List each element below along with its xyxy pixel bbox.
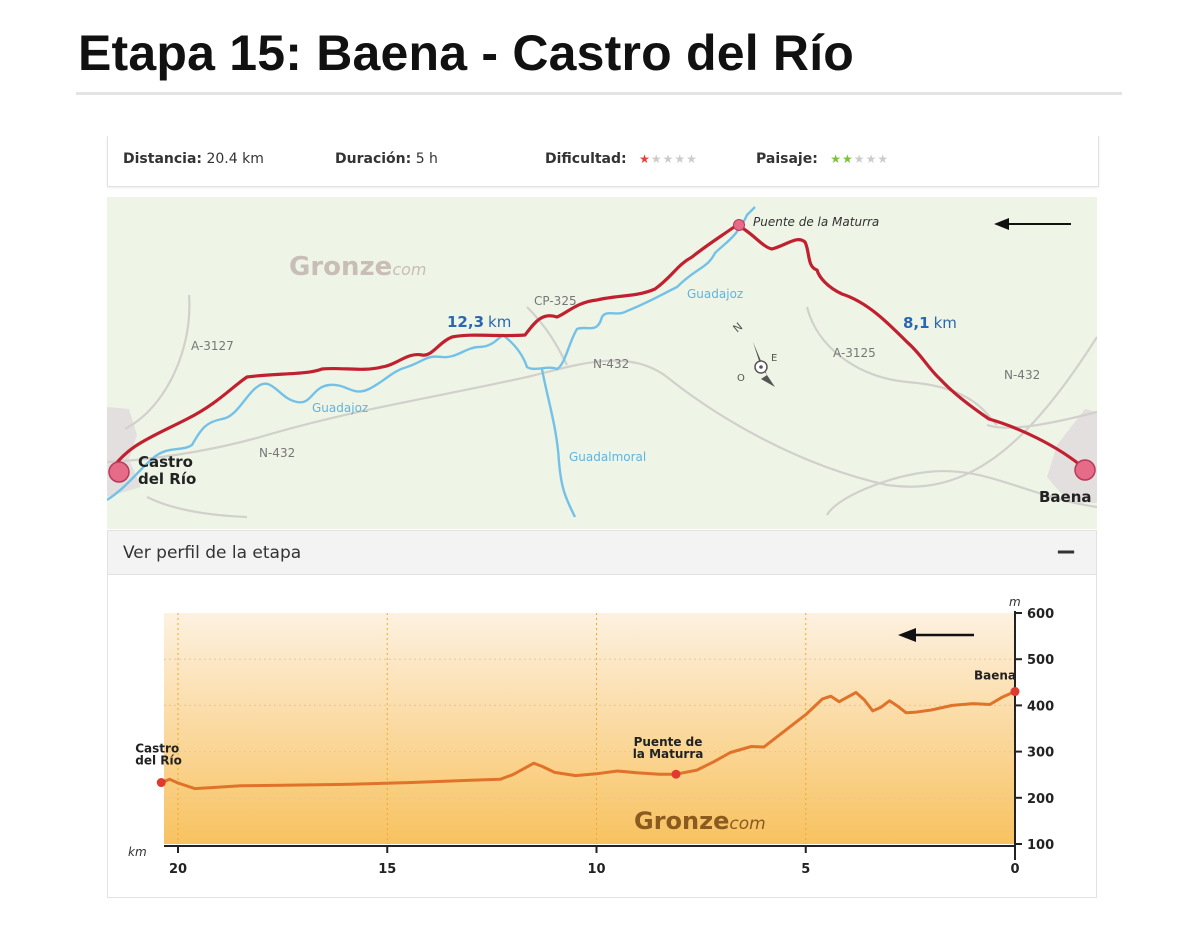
start-town-label: Castro del Río bbox=[138, 453, 196, 488]
map-background bbox=[107, 197, 1097, 529]
waypoint-point-marker bbox=[671, 769, 681, 779]
river-label: Guadajoz bbox=[687, 287, 743, 301]
landscape-info: Paisaje: ★★★★★ bbox=[756, 151, 889, 167]
difficulty-rating: ★★★★★ bbox=[639, 152, 698, 166]
river-label: Guadalmoral bbox=[569, 450, 646, 464]
y-tick-label: 300 bbox=[1027, 746, 1054, 761]
x-tick-label: 10 bbox=[587, 862, 605, 877]
profile-toggle-bar[interactable]: Ver perfil de la etapa − bbox=[107, 530, 1097, 575]
y-tick-label: 500 bbox=[1027, 653, 1054, 668]
end-point-label: Baena bbox=[974, 669, 1016, 683]
route-map-svg: Gronzecom N O E A-3127 CP-325 N-432 N-43… bbox=[107, 197, 1097, 529]
route-line bbox=[108, 223, 1087, 473]
waypoint-label: Puente de la Maturra bbox=[753, 215, 879, 229]
road-label: A-3125 bbox=[833, 346, 876, 360]
collapse-button[interactable]: − bbox=[1055, 537, 1077, 567]
landscape-rating: ★★★★★ bbox=[830, 152, 889, 166]
road-label: CP-325 bbox=[534, 294, 577, 308]
landscape-star-icon: ★ bbox=[853, 152, 866, 166]
start-marker bbox=[108, 461, 130, 483]
segment1-distance: 12,3 km bbox=[447, 313, 511, 331]
y-unit-label: m bbox=[1009, 595, 1021, 609]
chart-brand: Gronzecom bbox=[634, 807, 766, 835]
chart-series bbox=[160, 690, 1016, 791]
landscape-label: Paisaje: bbox=[756, 151, 818, 167]
x-tick-label: 20 bbox=[169, 862, 187, 877]
road-label: A-3127 bbox=[191, 339, 234, 353]
difficulty-label: Dificultad: bbox=[545, 151, 627, 167]
compass-e: E bbox=[771, 353, 777, 364]
title-divider bbox=[76, 92, 1122, 95]
landscape-star-icon: ★ bbox=[877, 152, 890, 166]
x-unit-label: km bbox=[128, 845, 147, 859]
landscape-star-icon: ★ bbox=[865, 152, 878, 166]
x-tick-label: 15 bbox=[378, 862, 396, 877]
distance-value: 20.4 km bbox=[206, 151, 264, 167]
profile-toggle-label: Ver perfil de la etapa bbox=[123, 543, 302, 563]
road-label: N-432 bbox=[1004, 368, 1040, 382]
river-label: Guadajoz bbox=[312, 401, 368, 415]
waypoint-marker bbox=[733, 219, 745, 231]
difficulty-star-icon: ★ bbox=[686, 152, 698, 166]
route-map: Gronzecom N O E A-3127 CP-325 N-432 N-43… bbox=[107, 197, 1097, 529]
chart-annotations: Castro del Río Puente de la Maturra Baena bbox=[135, 669, 1020, 788]
elevation-profile: 600 500 400 300 200 100 m 20 15 10 5 0 km Castro del … bbox=[107, 575, 1097, 898]
chart-plot-background bbox=[164, 613, 1016, 844]
compass-o: O bbox=[737, 373, 745, 384]
distance-label: Distancia: bbox=[123, 151, 203, 167]
profile-direction-arrow-icon bbox=[898, 628, 974, 642]
duration-value: 5 h bbox=[415, 151, 438, 167]
direction-arrow-icon bbox=[994, 218, 1071, 230]
road-label: N-432 bbox=[593, 357, 629, 371]
difficulty-star-icon: ★ bbox=[674, 152, 687, 166]
waypoint-point-label: Puente de la Maturra bbox=[633, 735, 704, 761]
road-label: N-432 bbox=[259, 446, 295, 460]
difficulty-star-icon: ★ bbox=[662, 152, 675, 166]
y-tick-label: 200 bbox=[1027, 792, 1054, 807]
start-point-marker bbox=[156, 778, 166, 788]
map-brand: Gronzecom bbox=[289, 252, 426, 282]
landscape-star-icon: ★ bbox=[830, 152, 843, 166]
end-point-marker bbox=[1010, 687, 1020, 697]
end-marker bbox=[1074, 459, 1096, 481]
landscape-star-icon: ★ bbox=[842, 152, 854, 166]
stage-info-card: Distancia: 20.4 km Duración: 5 h Dificul… bbox=[107, 136, 1099, 187]
difficulty-star-icon: ★ bbox=[650, 152, 663, 166]
x-tick-label: 0 bbox=[1010, 862, 1019, 877]
difficulty-star-icon: ★ bbox=[639, 152, 651, 166]
y-tick-label: 400 bbox=[1027, 699, 1054, 714]
duration-info: Duración: 5 h bbox=[335, 151, 438, 167]
elevation-line bbox=[160, 690, 1016, 791]
y-tick-label: 100 bbox=[1027, 838, 1054, 853]
start-point-label: Castro del Río bbox=[135, 742, 182, 768]
chart-grid bbox=[164, 613, 1015, 844]
end-town-label: Baena bbox=[1039, 488, 1092, 506]
chart-axes: 600 500 400 300 200 100 m 20 15 10 5 0 km bbox=[128, 595, 1054, 877]
duration-label: Duración: bbox=[335, 151, 412, 167]
difficulty-info: Dificultad: ★★★★★ bbox=[545, 151, 698, 167]
elevation-chart: 600 500 400 300 200 100 m 20 15 10 5 0 km Castro del … bbox=[128, 595, 1054, 877]
page-title: Etapa 15: Baena - Castro del Río bbox=[78, 25, 855, 81]
y-tick-label: 600 bbox=[1027, 607, 1054, 622]
distance-info: Distancia: 20.4 km bbox=[123, 151, 264, 167]
segment2-distance: 8,1 km bbox=[903, 314, 957, 332]
x-tick-label: 5 bbox=[801, 862, 810, 877]
rivers bbox=[107, 206, 756, 518]
